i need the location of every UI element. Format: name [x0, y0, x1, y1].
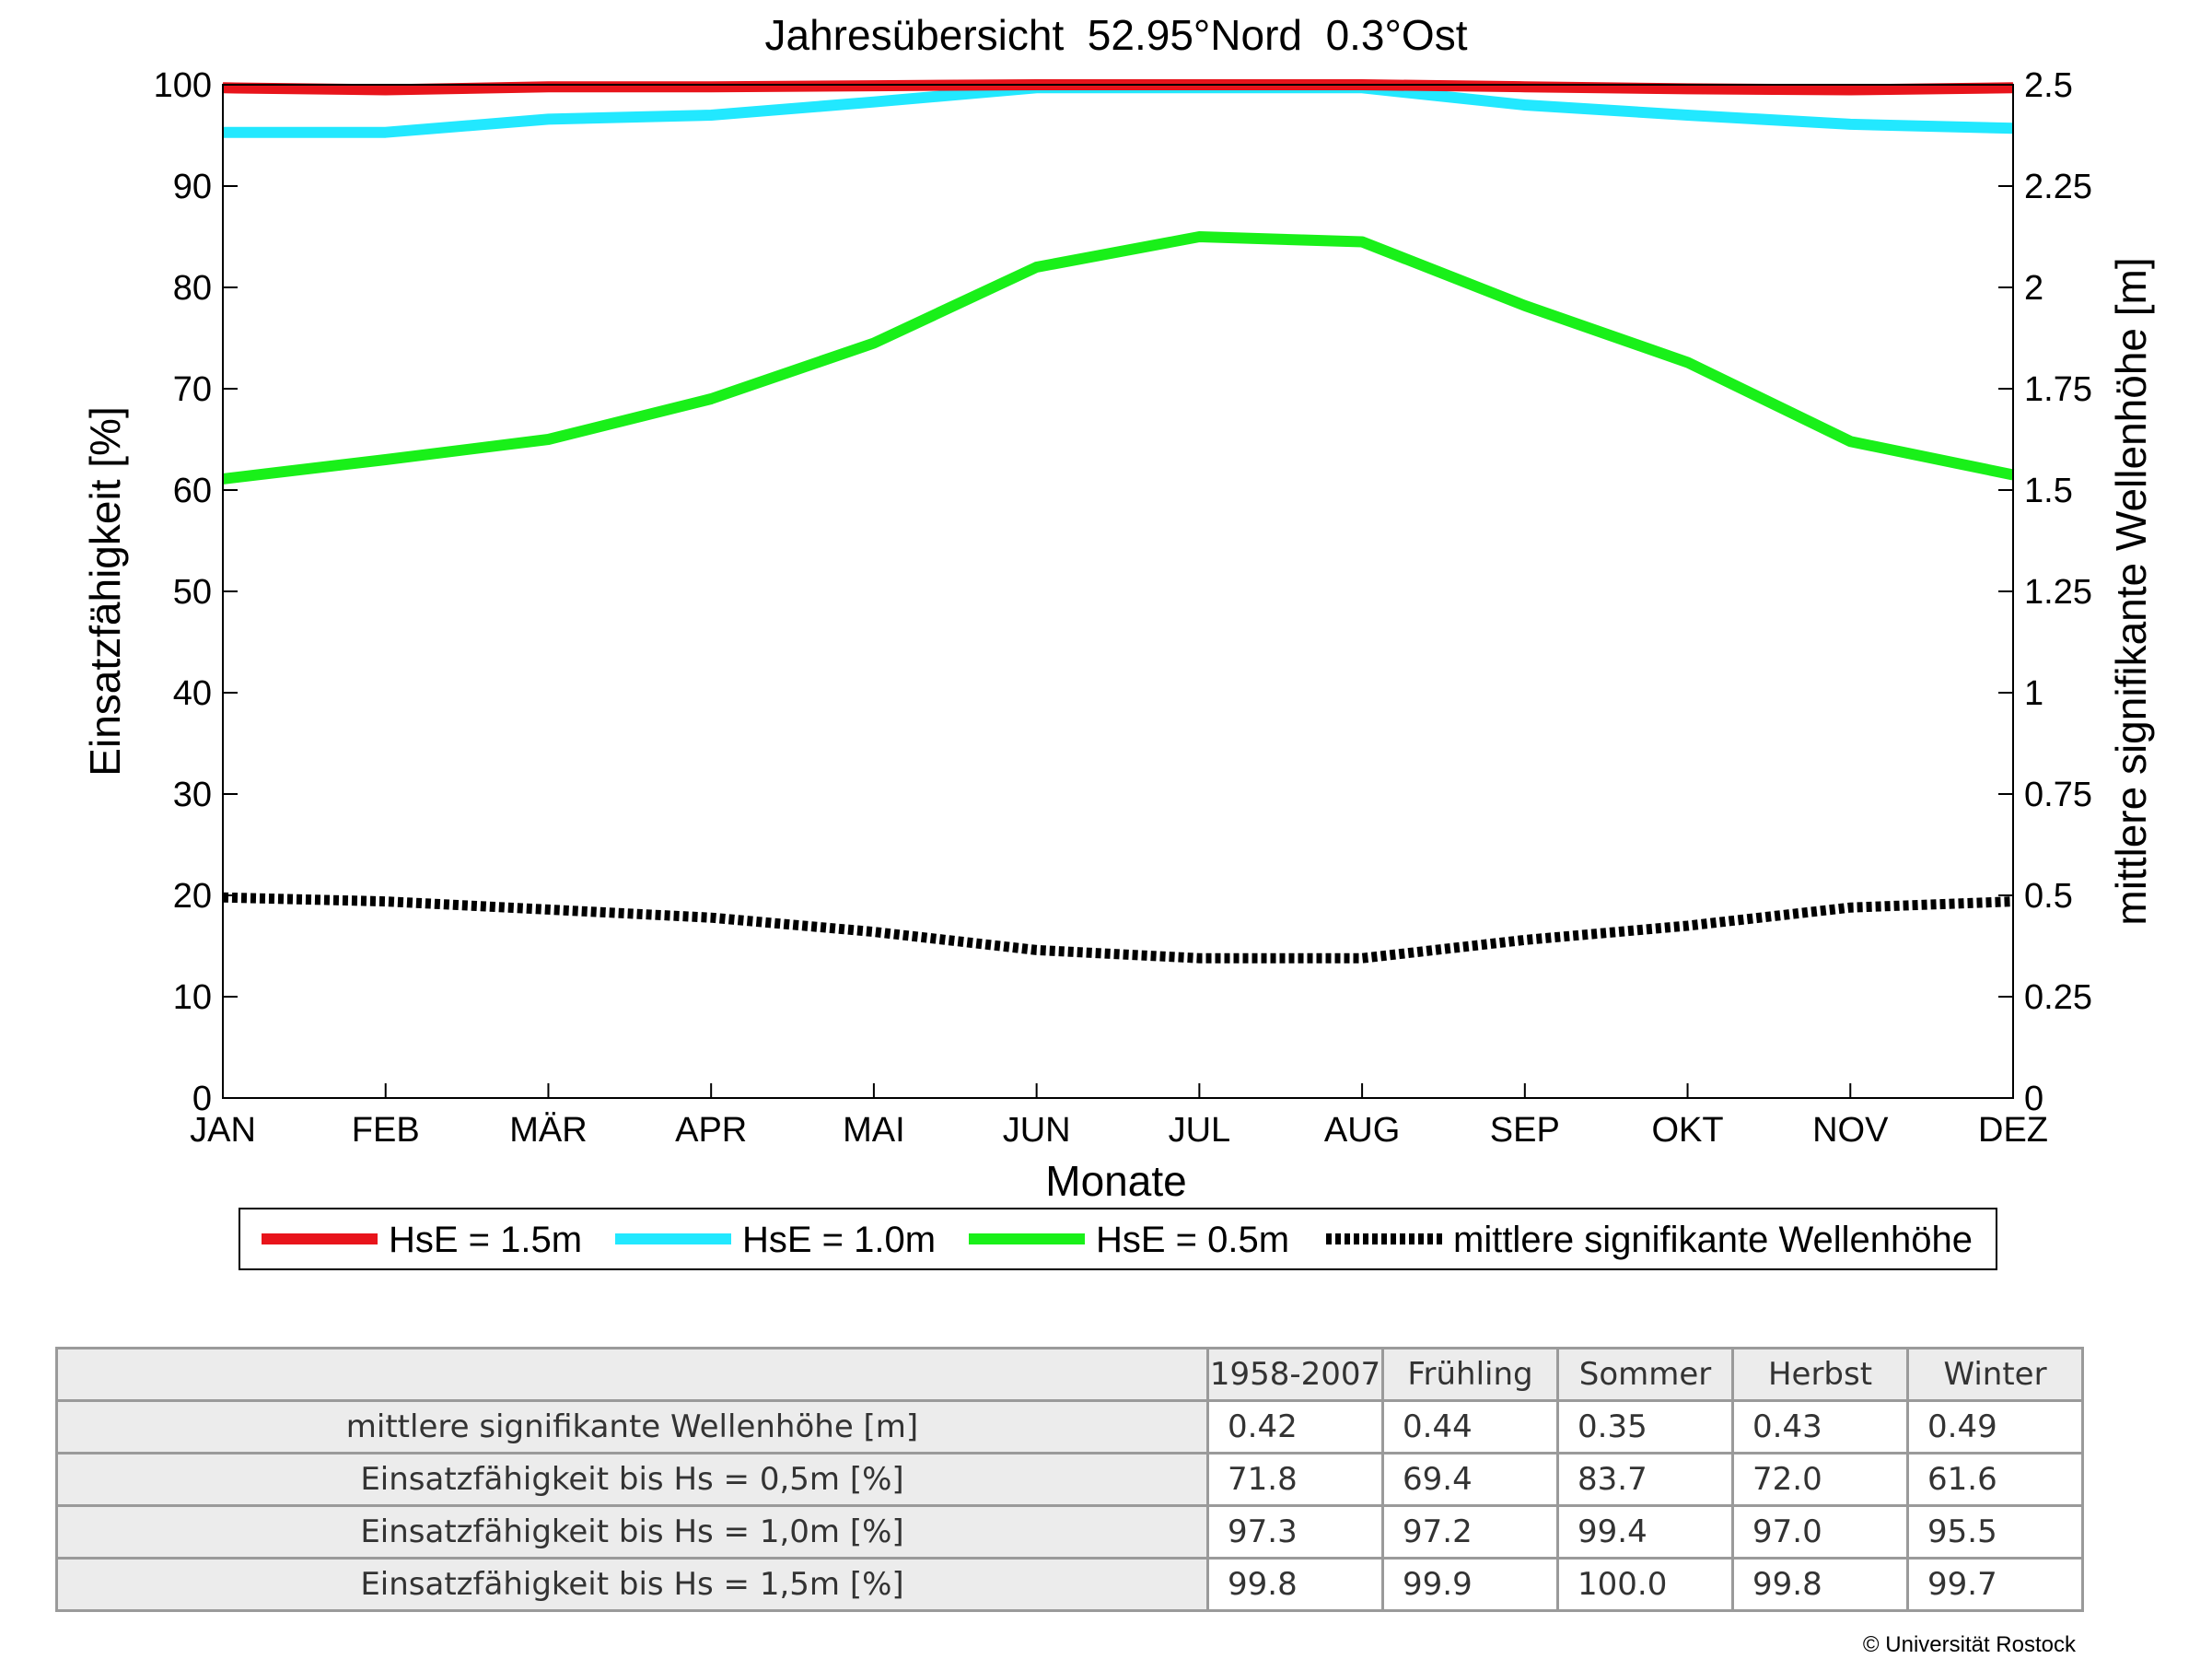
y-tick-label: 20: [173, 877, 212, 916]
x-tick-label: NOV: [1812, 1111, 1889, 1150]
table-cell: 72.0: [1731, 1452, 1909, 1507]
y-tick-label: 30: [173, 776, 212, 814]
table-row: Einsatzfähigkeit bis Hs = 1,5m [%] 99.8 …: [55, 1557, 2084, 1612]
x-tick-label: AUG: [1324, 1111, 1400, 1150]
table-cell: 0.44: [1381, 1399, 1559, 1455]
table-cell: 97.2: [1381, 1504, 1559, 1560]
table-cell: 99.8: [1206, 1557, 1384, 1612]
series-line-mittlere-signifikante-wellenh-he: [222, 892, 2014, 964]
y2-tick-label: 1.5: [2024, 472, 2073, 510]
table-cell: 0.42: [1206, 1399, 1384, 1455]
x-tick-label: SEP: [1490, 1111, 1560, 1150]
table-cell: 99.9: [1381, 1557, 1559, 1612]
legend-label-hse15: HsE = 1.5m: [389, 1220, 582, 1260]
table-cell: 97.0: [1731, 1504, 1909, 1560]
plot-area-frame: [222, 84, 2014, 1099]
table-cell: 0.35: [1556, 1399, 1734, 1455]
legend-label-hse10: HsE = 1.0m: [742, 1220, 936, 1260]
table-row-label: Einsatzfähigkeit bis Hs = 1,0m [%]: [55, 1504, 1209, 1560]
y2-axis-label: mittlere signifikante Wellenhöhe [m]: [2107, 257, 2155, 925]
chart: Jahresübersicht 52.95°Nord 0.3°Ost 01020…: [81, 11, 2155, 1270]
table-column-header: Winter: [1906, 1347, 2084, 1402]
y-tick-label: 80: [173, 269, 212, 308]
y2-tick-label: 0: [2024, 1080, 2043, 1118]
table-cell: 95.5: [1906, 1504, 2084, 1560]
y2-tick-label: 1: [2024, 674, 2043, 713]
axes-group: 0 10 20 30 40 50 60 70 80 90 100 0 0.25 0.5 0.75 1 1.25 1…: [154, 66, 2092, 1150]
x-tick-label: DEZ: [1978, 1111, 2048, 1150]
table-cell: 71.8: [1206, 1452, 1384, 1507]
y-tick-label: 70: [173, 370, 212, 409]
y2-tick-label: 0.5: [2024, 877, 2073, 916]
y2-tick-label: 2.5: [2024, 66, 2073, 105]
series-line-hse-0-5m: [222, 231, 2015, 485]
y-tick-label: 0: [192, 1080, 212, 1118]
table-row: Einsatzfähigkeit bis Hs = 1,0m [%] 97.3 …: [55, 1504, 2084, 1560]
y2-tick-label: 2.25: [2024, 168, 2092, 206]
table-row-label: Einsatzfähigkeit bis Hs = 1,5m [%]: [55, 1557, 1209, 1612]
legend-label-wave: mittlere signifikante Wellenhöhe: [1453, 1220, 1973, 1260]
x-tick-label: FEB: [352, 1111, 420, 1150]
y-tick-label: 60: [173, 472, 212, 510]
legend: HsE = 1.5m HsE = 1.0m HsE = 0.5m mittler…: [239, 1208, 1997, 1270]
table-row: Einsatzfähigkeit bis Hs = 0,5m [%] 71.8 …: [55, 1452, 2084, 1507]
table-column-header: 1958-2007: [1206, 1347, 1384, 1402]
x-tick-label: JAN: [190, 1111, 256, 1150]
x-tick-label: APR: [675, 1111, 747, 1150]
y2-tick-label: 1.25: [2024, 573, 2092, 612]
y2-tick-label: 1.75: [2024, 370, 2092, 409]
table-row-label: mittlere signifikante Wellenhöhe [m]: [55, 1399, 1209, 1455]
table-column-header: Sommer: [1556, 1347, 1734, 1402]
table-cell: 83.7: [1556, 1452, 1734, 1507]
series-group: [222, 79, 2015, 964]
table-row-label: Einsatzfähigkeit bis Hs = 0,5m [%]: [55, 1452, 1209, 1507]
legend-box: [239, 1208, 1997, 1270]
table-cell: 61.6: [1906, 1452, 2084, 1507]
table-cell: 99.7: [1906, 1557, 2084, 1612]
x-tick-label: JUN: [1003, 1111, 1071, 1150]
table-cell: 69.4: [1381, 1452, 1559, 1507]
y-tick-label: 40: [173, 674, 212, 713]
table-cell: 0.49: [1906, 1399, 2084, 1455]
table-column-header: Frühling: [1381, 1347, 1559, 1402]
table-corner-cell: [55, 1347, 1209, 1402]
table-cell: 99.8: [1731, 1557, 1909, 1612]
table-column-header: Herbst: [1731, 1347, 1909, 1402]
x-axis-label: Monate: [1045, 1157, 1186, 1205]
table-cell: 100.0: [1556, 1557, 1734, 1612]
y2-tick-label: 0.25: [2024, 978, 2092, 1017]
copyright-notice: © Universität Rostock: [1862, 1632, 2076, 1657]
table-cell: 99.4: [1556, 1504, 1734, 1560]
x-tick-label: MAI: [843, 1111, 905, 1150]
y2-tick-label: 2: [2024, 269, 2043, 308]
table-row: mittlere signifikante Wellenhöhe [m] 0.4…: [55, 1399, 2084, 1455]
statistics-table: 1958-2007 Frühling Sommer Herbst Winter …: [55, 1347, 2084, 1612]
x-tick-label: JUL: [1169, 1111, 1231, 1150]
y-tick-label: 90: [173, 168, 212, 206]
legend-label-hse05: HsE = 0.5m: [1096, 1220, 1289, 1260]
table-header-row: 1958-2007 Frühling Sommer Herbst Winter: [55, 1347, 2084, 1402]
x-tick-label: MÄR: [509, 1111, 587, 1150]
y2-tick-label: 0.75: [2024, 776, 2092, 814]
table-cell: 0.43: [1731, 1399, 1909, 1455]
x-tick-label: OKT: [1651, 1111, 1723, 1150]
table-cell: 97.3: [1206, 1504, 1384, 1560]
y-tick-label: 10: [173, 978, 212, 1017]
y-axis-label: Einsatzfähigkeit [%]: [81, 406, 129, 776]
chart-title: Jahresübersicht 52.95°Nord 0.3°Ost: [765, 11, 1468, 59]
y-tick-label: 100: [154, 66, 212, 105]
y-tick-label: 50: [173, 573, 212, 612]
